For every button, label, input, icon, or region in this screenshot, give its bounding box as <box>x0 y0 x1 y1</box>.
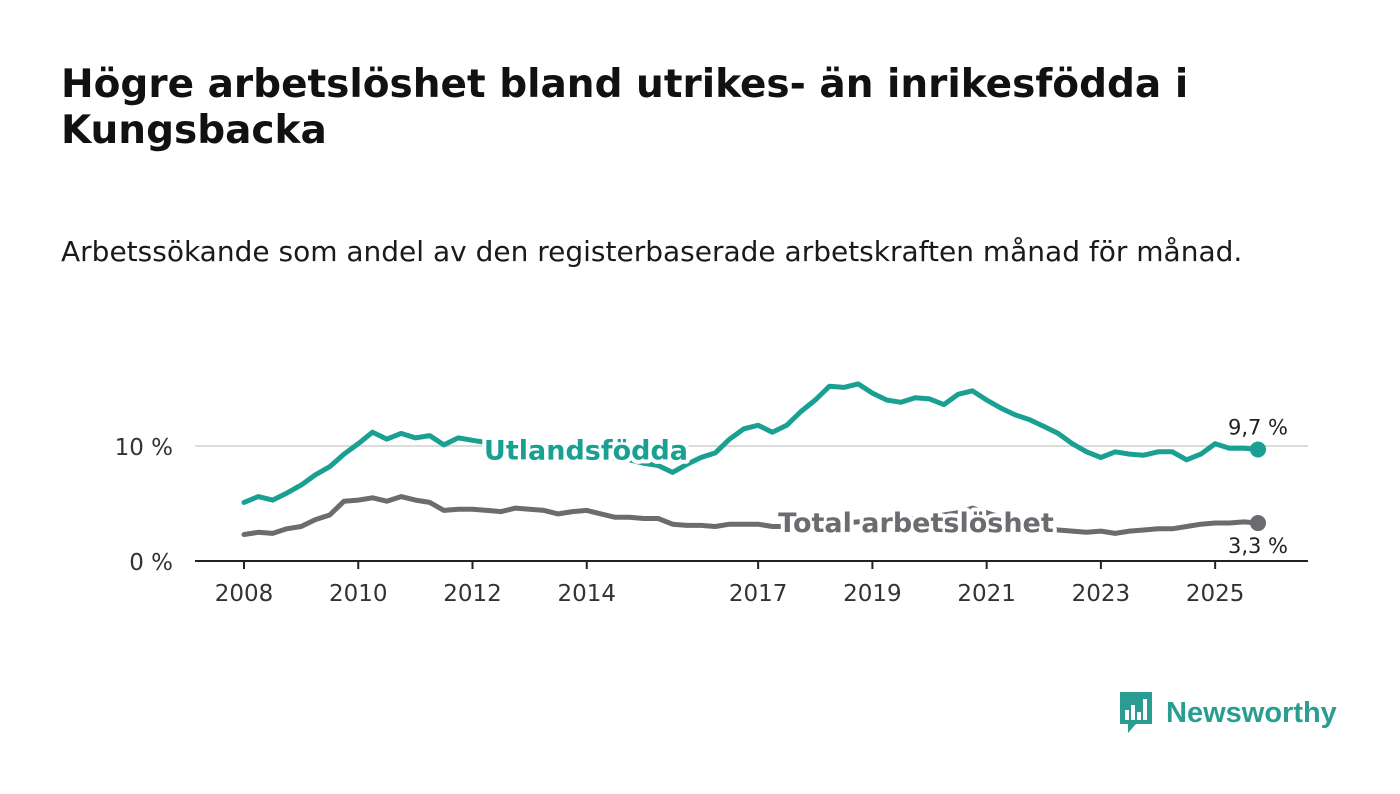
x-tick-label: 2025 <box>1186 581 1245 607</box>
newsworthy-logo-icon <box>1120 692 1152 733</box>
axis-layer: 0 % 10 % 2008 2010 2012 2014 2017 2019 2021 2023 2… <box>115 435 1308 607</box>
x-tick-label: 2019 <box>843 581 902 607</box>
series-label-0: Utlandsfödda <box>484 435 688 466</box>
series-line-0 <box>241 381 1261 505</box>
x-tick-label: 2012 <box>443 581 502 607</box>
series-label-1: Total arbetslöshet <box>778 508 1054 539</box>
end-value-label-1: 3,3 % <box>1228 534 1288 558</box>
x-tick-label: 2014 <box>557 581 616 607</box>
end-value-label-0: 9,7 % <box>1228 415 1288 439</box>
chart-title: Högre arbetslöshet bland utrikes- än inr… <box>61 62 1189 153</box>
label-layer: Utlandsfödda Total arbetslöshet 9,7 % 3,3 % <box>480 415 1288 558</box>
brand-name: Newsworthy <box>1166 696 1337 729</box>
x-tick-label: 2008 <box>215 581 274 607</box>
y-tick-label: 0 % <box>129 550 173 576</box>
y-tick-label: 10 % <box>115 435 173 461</box>
chart-subtitle: Arbetssökande som andel av den registerb… <box>61 235 1243 268</box>
x-tick-label: 2021 <box>957 581 1016 607</box>
newsworthy-brand[interactable]: Newsworthy <box>1118 690 1337 736</box>
series-line-1 <box>241 494 1261 537</box>
series-layer <box>241 381 1266 537</box>
series-end-point-1 <box>1250 515 1266 532</box>
x-tick-label: 2010 <box>329 581 388 607</box>
series-end-point-0 <box>1250 441 1266 458</box>
x-tick-label: 2017 <box>729 581 788 607</box>
x-tick-label: 2023 <box>1072 581 1131 607</box>
